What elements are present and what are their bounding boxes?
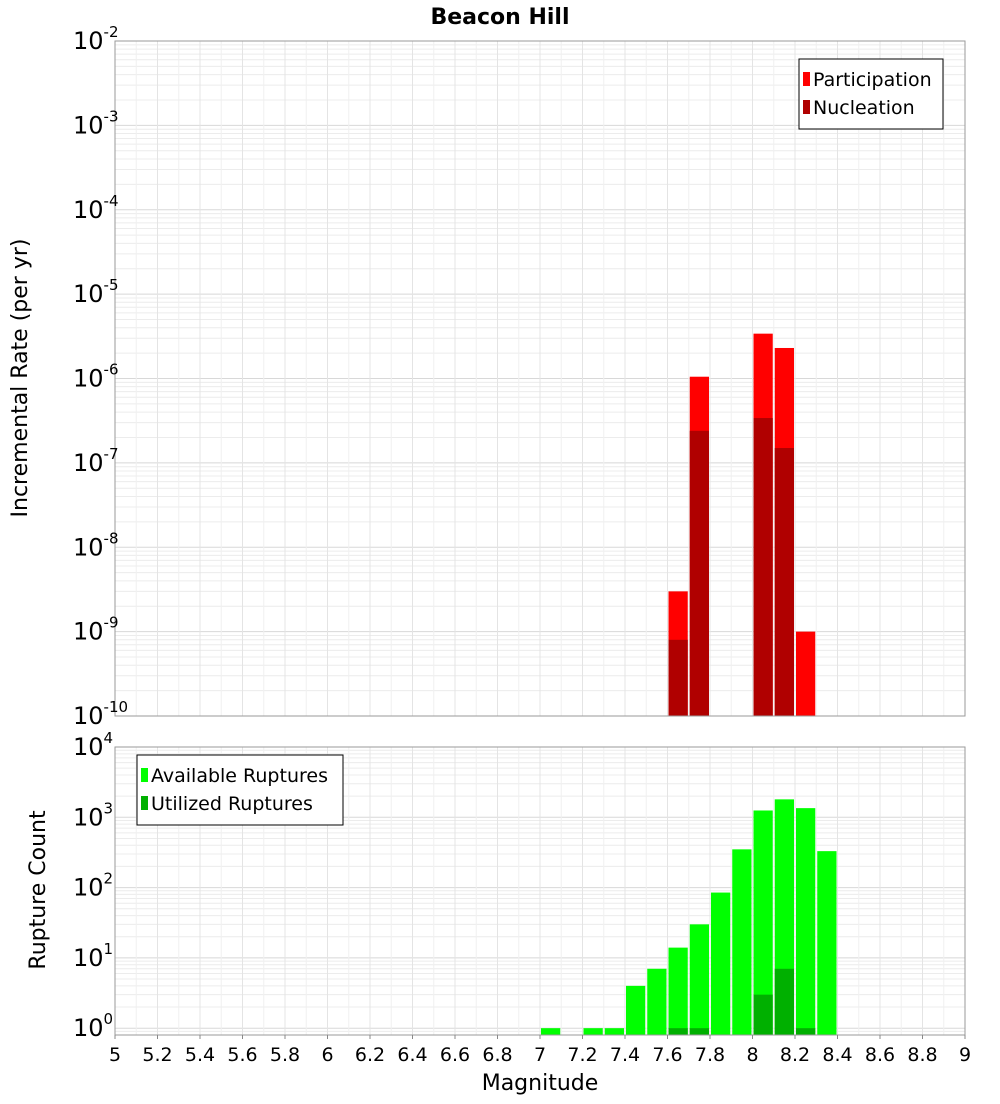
top-legend-label: Nucleation — [813, 97, 915, 119]
x-tick-label: 5.6 — [227, 1044, 257, 1066]
bottom-bar-available-ruptures — [583, 1028, 603, 1035]
x-tick-label: 7.2 — [567, 1044, 597, 1066]
bottom-y-tick-label: 101 — [73, 940, 113, 972]
bottom-bar-available-ruptures — [732, 849, 752, 1035]
bottom-bar-available-ruptures — [541, 1028, 561, 1035]
chart-title: Beacon Hill — [430, 5, 569, 30]
bottom-bar-available-ruptures — [668, 947, 688, 1035]
bottom-bar-available-ruptures — [796, 808, 816, 1035]
x-tick-label: 6.4 — [397, 1044, 427, 1066]
bottom-legend-swatch — [141, 768, 148, 782]
bottom-y-axis-label: Rupture Count — [26, 810, 51, 970]
x-axis-label: Magnitude — [482, 1071, 599, 1096]
bottom-bar-available-ruptures — [753, 810, 773, 1035]
top-y-tick-label: 10-9 — [73, 614, 119, 646]
bottom-bar-available-ruptures — [647, 968, 667, 1035]
top-legend-swatch — [803, 72, 810, 86]
x-tick-label: 7.6 — [652, 1044, 682, 1066]
top-y-tick-label: 10-8 — [73, 529, 119, 561]
top-y-axis-label: Incremental Rate (per yr) — [8, 239, 33, 518]
bottom-bar-available-ruptures — [817, 851, 837, 1035]
x-tick-label: 8.4 — [822, 1044, 852, 1066]
bottom-y-tick-label: 103 — [73, 799, 113, 831]
top-y-tick-label: 10-3 — [73, 107, 119, 139]
bottom-bar-available-ruptures — [689, 924, 709, 1035]
bottom-y-tick-label: 102 — [73, 870, 113, 902]
x-tick-label: 9 — [959, 1044, 971, 1066]
bottom-bar-utilized-ruptures — [689, 1028, 709, 1035]
top-legend-label: Participation — [813, 69, 932, 91]
bottom-bar-utilized-ruptures — [753, 994, 773, 1035]
top-plot-frame — [114, 40, 966, 717]
x-tick-label: 5 — [109, 1044, 121, 1066]
top-bar-nucleation — [774, 448, 794, 716]
bottom-bar-available-ruptures — [604, 1028, 624, 1035]
x-tick-label: 5.4 — [185, 1044, 215, 1066]
bottom-bar-available-ruptures — [711, 892, 731, 1035]
top-y-tick-label: 10-5 — [73, 276, 119, 308]
x-tick-label: 8.6 — [865, 1044, 895, 1066]
bottom-legend-label: Available Ruptures — [151, 765, 328, 787]
bottom-y-tick-label: 104 — [73, 729, 113, 761]
x-tick-label: 6.2 — [355, 1044, 385, 1066]
bottom-bar-available-ruptures — [626, 985, 646, 1035]
top-y-tick-label: 10-4 — [73, 192, 119, 224]
x-tick-label: 7.4 — [610, 1044, 640, 1066]
x-tick-label: 8.2 — [780, 1044, 810, 1066]
bottom-bar-utilized-ruptures — [668, 1028, 688, 1035]
x-tick-label: 5.8 — [270, 1044, 300, 1066]
bottom-legend-label: Utilized Ruptures — [151, 793, 313, 815]
bottom-bar-utilized-ruptures — [796, 1028, 816, 1035]
top-bar-nucleation — [753, 418, 773, 716]
top-legend-box — [798, 58, 944, 130]
bottom-plot: 100 101 102 103 104 5 5.2 5.4 5.6 5.8 6 6.2 6.4 6.6 6.… — [73, 729, 971, 1066]
x-tick-label: 6.8 — [482, 1044, 512, 1066]
top-bar-participation — [796, 631, 816, 716]
x-tick-label: 7 — [534, 1044, 546, 1066]
x-tick-label: 6 — [321, 1044, 333, 1066]
top-bar-nucleation — [689, 430, 709, 716]
top-legend-swatch — [803, 100, 810, 114]
x-tick-label: 8 — [746, 1044, 758, 1066]
top-y-tick-label: 10-7 — [73, 445, 119, 477]
top-plot: 10-10 10-9 10-8 10-7 10-6 10-5 10-4 10-3 10-2 Par… — [73, 23, 966, 730]
x-tick-label: 7.8 — [695, 1044, 725, 1066]
bottom-legend-box — [136, 754, 344, 826]
x-tick-label: 6.6 — [440, 1044, 470, 1066]
bottom-legend-swatch — [141, 796, 148, 810]
top-bar-nucleation — [668, 639, 688, 716]
x-tick-label: 5.2 — [142, 1044, 172, 1066]
bottom-y-tick-label: 100 — [73, 1010, 113, 1042]
x-tick-label: 8.8 — [907, 1044, 937, 1066]
top-y-tick-label: 10-10 — [73, 698, 128, 730]
top-y-tick-label: 10-6 — [73, 361, 119, 393]
top-y-tick-label: 10-2 — [73, 23, 119, 55]
bottom-bar-utilized-ruptures — [774, 968, 794, 1035]
